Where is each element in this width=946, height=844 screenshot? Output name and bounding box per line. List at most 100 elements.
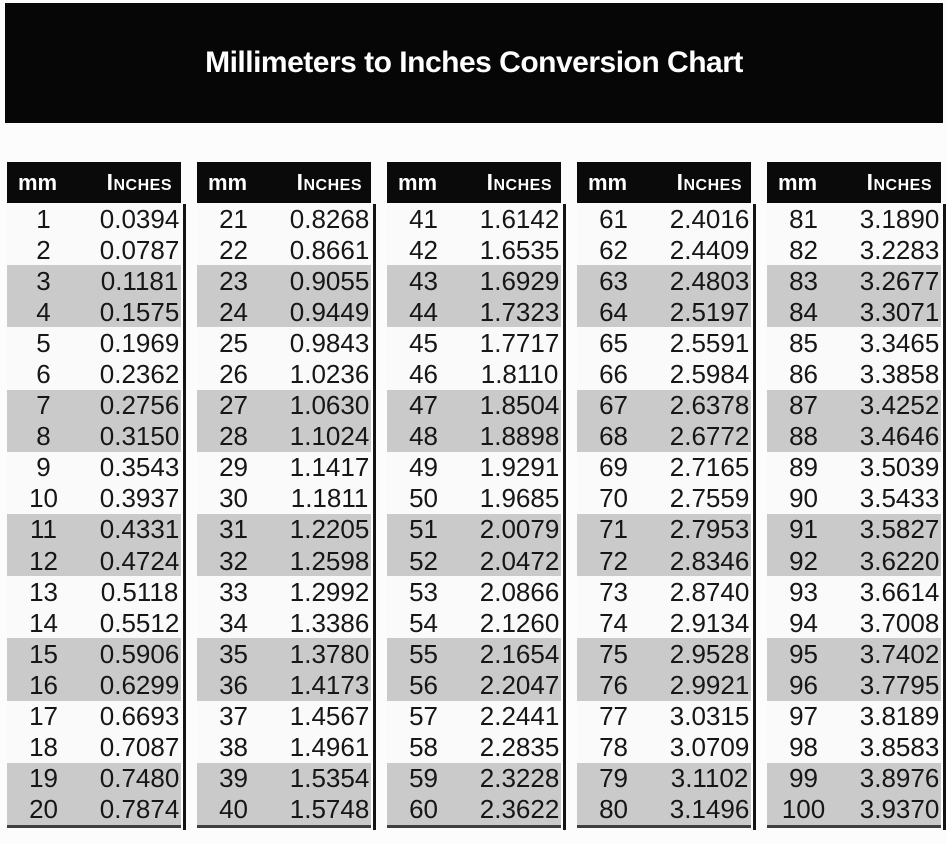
mm-value: 64: [599, 296, 628, 327]
table-row: 88 3.4646: [767, 420, 941, 452]
table-row: 74 2.9134: [577, 607, 751, 639]
table-row: 51 2.0079: [387, 513, 561, 546]
mm-value: 88: [789, 421, 818, 452]
inches-value: 1.2992: [289, 576, 370, 607]
inches-value: 0.3937: [99, 483, 180, 514]
mm-value: 45: [409, 327, 438, 358]
mm-value: 55: [409, 638, 438, 669]
inches-value: 3.3858: [859, 359, 940, 390]
mm-value: 79: [599, 763, 628, 794]
inches-value: 1.9685: [479, 483, 560, 514]
table-row: 33 1.2992: [197, 576, 371, 608]
mm-value: 90: [789, 483, 818, 514]
mm-value: 96: [789, 669, 818, 700]
conversion-table: mm Inches 1 0.0394 2 0.0787 3 0.1181 4 0.1575 5 0.1…: [7, 162, 186, 830]
inches-value: 3.5039: [859, 452, 940, 483]
mm-header-label: mm: [588, 169, 628, 195]
table-row: 36 1.4173: [197, 669, 371, 701]
mm-value: 47: [409, 390, 438, 421]
inches-value: 0.8268: [289, 203, 370, 234]
mm-value: 67: [599, 390, 628, 421]
mm-value: 70: [599, 483, 628, 514]
table-row: 65 2.5591: [577, 327, 751, 359]
table-row: 55 2.1654: [387, 638, 561, 670]
inches-value: 2.1260: [479, 607, 560, 638]
inches-value: 0.6693: [99, 701, 180, 732]
mm-value: 56: [409, 669, 438, 700]
table-row: 82 3.2283: [767, 234, 941, 266]
table-row: 91 3.5827: [767, 513, 941, 546]
table-row: 64 2.5197: [577, 296, 751, 328]
mm-value: 73: [599, 576, 628, 607]
inches-header-label: Inches: [106, 169, 172, 195]
inches-value: 2.2835: [479, 732, 560, 763]
inches-value: 1.8110: [480, 359, 559, 390]
table-row: 61 2.4016: [577, 203, 751, 235]
table-row: 48 1.8898: [387, 420, 561, 452]
mm-value: 58: [409, 732, 438, 763]
mm-value: 8: [36, 421, 51, 452]
mm-header-label: mm: [778, 169, 818, 195]
mm-value: 93: [789, 576, 818, 607]
table-row: 95 3.7402: [767, 638, 941, 670]
mm-value: 99: [789, 763, 818, 794]
inches-value: 1.3780: [289, 638, 370, 669]
inches-value: 3.5827: [859, 514, 940, 545]
inches-value: 1.1811: [290, 483, 369, 514]
table-row: 31 1.2205: [197, 513, 371, 546]
table-row: 84 3.3071: [767, 296, 941, 328]
table-row: 35 1.3780: [197, 638, 371, 670]
table-row: 46 1.8110: [387, 358, 561, 390]
table-row: 5 0.1969: [7, 327, 181, 359]
inches-value: 1.4961: [289, 732, 370, 763]
mm-value: 83: [789, 265, 818, 296]
inches-value: 1.1417: [289, 452, 370, 483]
mm-header-label: mm: [398, 169, 438, 195]
mm-value: 60: [409, 794, 438, 825]
table-row: 50 1.9685: [387, 482, 561, 514]
mm-value: 95: [789, 638, 818, 669]
inches-value: 3.2283: [859, 234, 940, 265]
mm-value: 51: [409, 514, 438, 545]
mm-value: 9: [36, 452, 51, 483]
table-row: 16 0.6299: [7, 669, 181, 701]
mm-value: 63: [599, 265, 628, 296]
mm-value: 66: [599, 359, 628, 390]
table-row: 57 2.2441: [387, 700, 561, 732]
mm-value: 40: [219, 794, 248, 825]
table-row: 4 0.1575: [7, 296, 181, 328]
mm-value: 34: [219, 607, 248, 638]
mm-value: 69: [599, 452, 628, 483]
table-row: 94 3.7008: [767, 607, 941, 639]
mm-value: 26: [219, 359, 248, 390]
mm-value: 76: [599, 669, 628, 700]
mm-value: 75: [599, 638, 628, 669]
inches-value: 0.5512: [99, 607, 180, 638]
inches-value: 1.4173: [289, 669, 370, 700]
table-row: 68 2.6772: [577, 420, 751, 452]
table-row: 23 0.9055: [197, 265, 371, 297]
table-header-row: mm Inches: [197, 162, 371, 203]
table-row: 40 1.5748: [197, 793, 371, 825]
inches-value: 2.0472: [479, 545, 560, 576]
mm-value: 3: [36, 265, 51, 296]
mm-header-label: mm: [18, 169, 58, 195]
inches-value: 2.7559: [669, 483, 750, 514]
inches-header-label: Inches: [676, 169, 742, 195]
table-row: 19 0.7480: [7, 762, 181, 794]
inches-value: 3.3465: [859, 327, 940, 358]
inches-value: 2.5197: [669, 296, 750, 327]
mm-value: 17: [29, 701, 58, 732]
table-row: 93 3.6614: [767, 576, 941, 608]
mm-value: 37: [219, 701, 248, 732]
mm-value: 19: [29, 763, 58, 794]
mm-value: 68: [599, 421, 628, 452]
inches-value: 3.4646: [859, 421, 940, 452]
mm-value: 1: [36, 203, 51, 234]
inches-header-label: Inches: [486, 169, 552, 195]
mm-value: 28: [219, 421, 248, 452]
mm-value: 39: [219, 763, 248, 794]
inches-value: 0.2756: [99, 390, 180, 421]
mm-value: 22: [219, 234, 248, 265]
table-row: 97 3.8189: [767, 700, 941, 732]
